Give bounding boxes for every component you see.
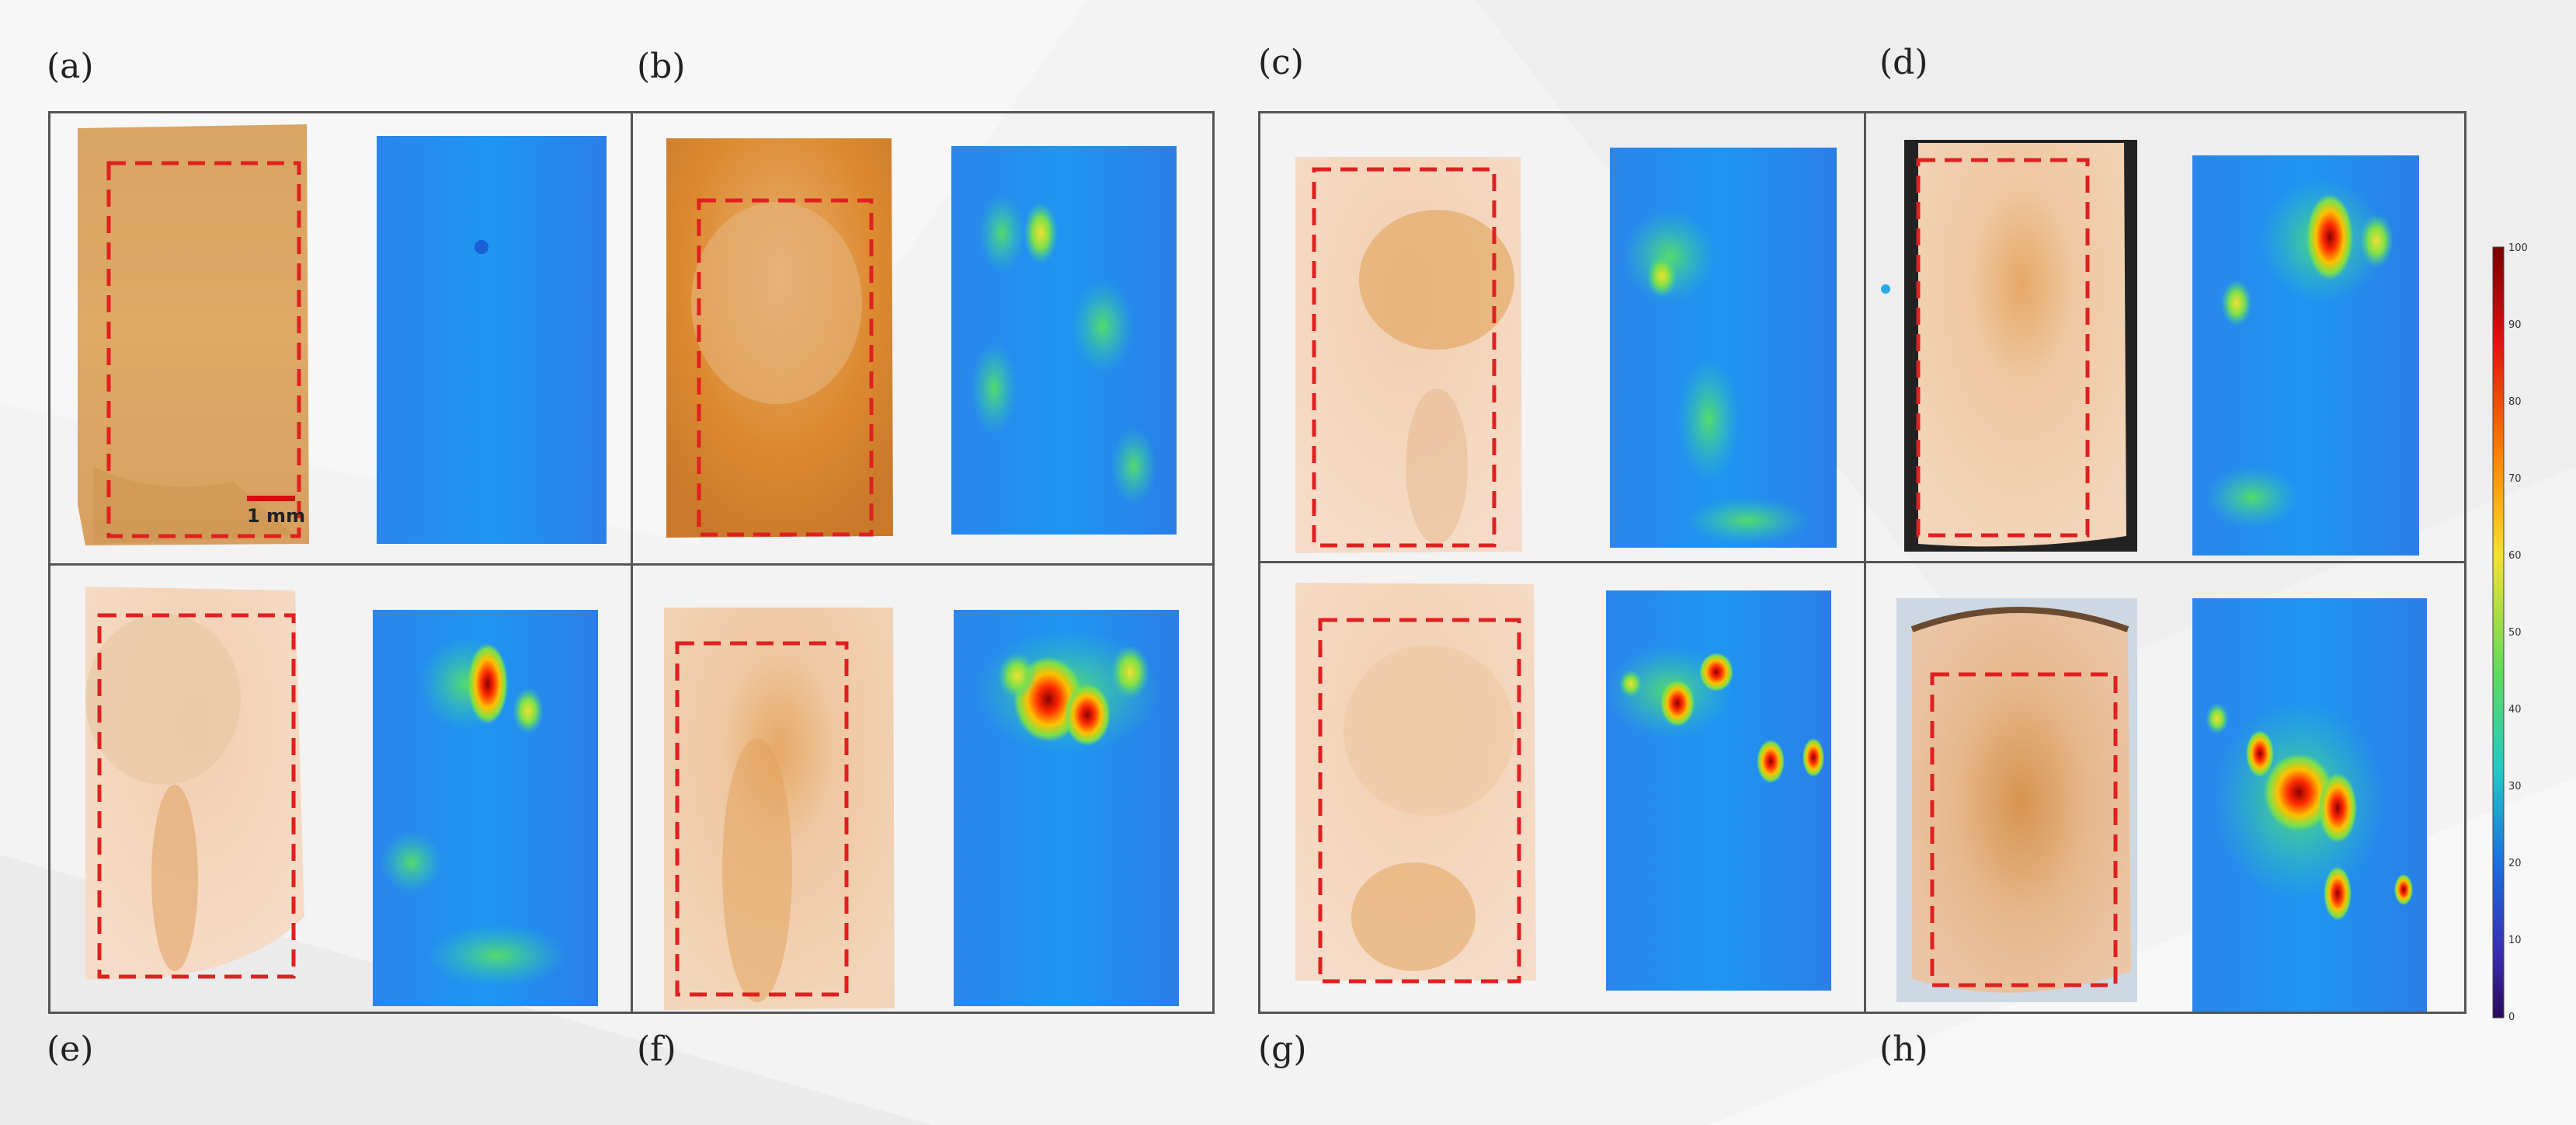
- panel-c-heatmap: [1610, 148, 1837, 548]
- panel-b-roi-box: [697, 198, 874, 537]
- panel-c-roi-box: [1312, 167, 1497, 548]
- colorbar: [2492, 246, 2505, 1019]
- panel-a-photo: 1 mm: [78, 124, 309, 545]
- panel-e-roi-box: [97, 613, 296, 979]
- colorbar-tick-label: 0: [2508, 1012, 2515, 1023]
- panel-g-roi-box: [1318, 618, 1521, 984]
- panel-f-photo: [664, 608, 895, 1010]
- colorbar-tick-label: 20: [2508, 858, 2522, 869]
- scale-bar-label: 1 mm: [247, 505, 305, 527]
- panel-h-heatmap: [2192, 598, 2427, 1012]
- panel-d-photo: [1881, 140, 2137, 552]
- panel-c-photo: [1295, 157, 1522, 553]
- panel-e-photo: [85, 587, 304, 980]
- panel-a-heatmap: [377, 136, 607, 544]
- panel-h-roi-box: [1930, 672, 2118, 987]
- panel-d-heatmap: [2192, 155, 2419, 556]
- panel-label-c: (c): [1258, 43, 1304, 82]
- panel-g-photo: [1295, 583, 1536, 984]
- scale-bar: [247, 496, 295, 501]
- colorbar-tick-label: 100: [2508, 242, 2528, 254]
- panel-a-roi-box: [106, 161, 301, 538]
- panel-label-d: (d): [1879, 43, 1928, 82]
- left-frame-divider-horizontal: [48, 563, 1215, 566]
- panel-d-marker-dot: [1881, 284, 1890, 294]
- colorbar-tick-label: 80: [2508, 396, 2522, 408]
- panel-label-e: (e): [47, 1029, 94, 1069]
- colorbar-tick-label: 10: [2508, 935, 2522, 946]
- panel-label-g: (g): [1258, 1029, 1307, 1069]
- colorbar-tick-label: 90: [2508, 319, 2522, 331]
- panel-d-roi-box: [1916, 158, 2090, 538]
- panel-e-heatmap: [373, 610, 598, 1006]
- panel-b-photo: [666, 138, 893, 538]
- colorbar-tick-label: 70: [2508, 473, 2522, 485]
- panel-h-photo: [1896, 598, 2137, 1002]
- panel-label-f: (f): [637, 1029, 676, 1069]
- panel-f-roi-box: [675, 641, 849, 997]
- colorbar-tick-label: 60: [2508, 550, 2522, 562]
- colorbar-tick-label: 40: [2508, 704, 2522, 716]
- panel-label-h: (h): [1879, 1029, 1928, 1069]
- colorbar-tick-label: 30: [2508, 781, 2522, 792]
- panel-g-heatmap: [1606, 590, 1831, 991]
- right-frame-divider-horizontal: [1258, 561, 2466, 563]
- panel-label-b: (b): [637, 47, 686, 86]
- panel-f-heatmap: [954, 610, 1179, 1006]
- colorbar-tick-label: 50: [2508, 627, 2522, 639]
- panel-label-a: (a): [47, 47, 94, 86]
- panel-b-heatmap: [951, 146, 1177, 535]
- left-frame-divider-vertical: [631, 111, 633, 1014]
